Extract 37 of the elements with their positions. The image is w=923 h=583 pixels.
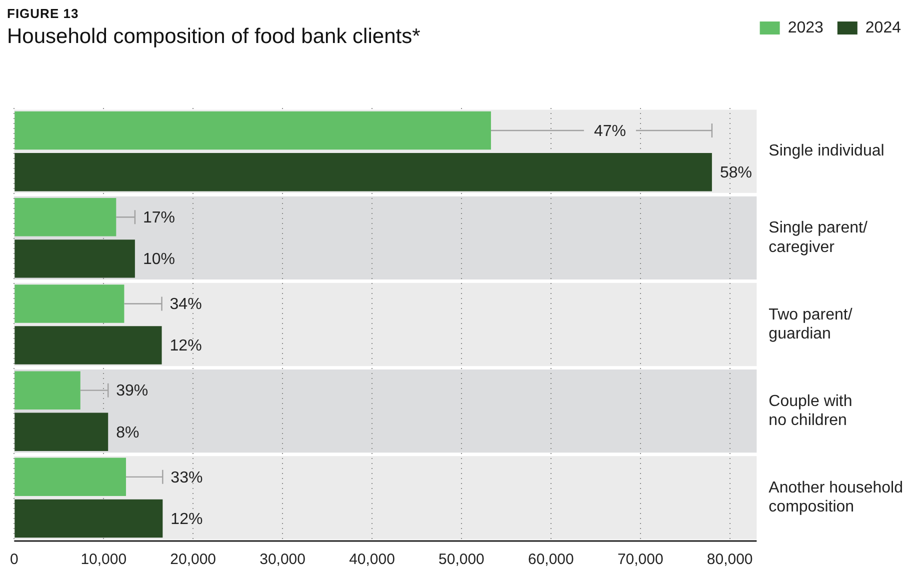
x-tick-label: 30,000 (260, 551, 306, 568)
x-tick-label: 10,000 (80, 551, 127, 568)
bar (14, 458, 126, 496)
bar (14, 326, 162, 364)
annotation: 34% (170, 296, 202, 314)
bar (14, 284, 124, 323)
bar (14, 240, 135, 278)
bar (14, 412, 108, 452)
x-tick-label: 70,000 (617, 551, 664, 568)
annotation: 12% (170, 338, 202, 355)
x-tick-label: 80,000 (706, 551, 753, 568)
annotation: 17% (142, 210, 175, 227)
x-tick-label: 20,000 (170, 551, 216, 568)
chart-title: Household composition of food bank clients* (7, 25, 420, 49)
bar (14, 371, 80, 410)
y-tick-label: Single parent/caregiver (768, 220, 868, 256)
annotation: 47% (594, 122, 626, 140)
annotation: 8% (116, 424, 140, 442)
legend-label: 2024 (865, 19, 902, 36)
bar (14, 111, 491, 150)
annotation: 58% (720, 164, 752, 182)
chart-subtitle: FIGURE 13 (7, 6, 80, 21)
annotation: 12% (170, 510, 203, 528)
y-tick-label: Couple with no children (768, 392, 852, 430)
x-tick-label: 50,000 (438, 551, 484, 568)
annotation: 39% (116, 382, 148, 400)
bar (14, 499, 163, 538)
x-tick-label: 40,000 (349, 551, 395, 568)
y-tick-label: Another household composition (768, 480, 903, 516)
annotation: 33% (170, 469, 203, 486)
y-tick-label: Two parent/guardian (768, 306, 853, 343)
x-tick-label: 60,000 (528, 551, 574, 568)
legend-label: 2023 (788, 19, 824, 36)
bar (14, 198, 116, 236)
annotation: 10% (142, 251, 175, 268)
y-tick-label: Single individual (768, 142, 884, 160)
x-tick-label: 0 (10, 551, 18, 568)
